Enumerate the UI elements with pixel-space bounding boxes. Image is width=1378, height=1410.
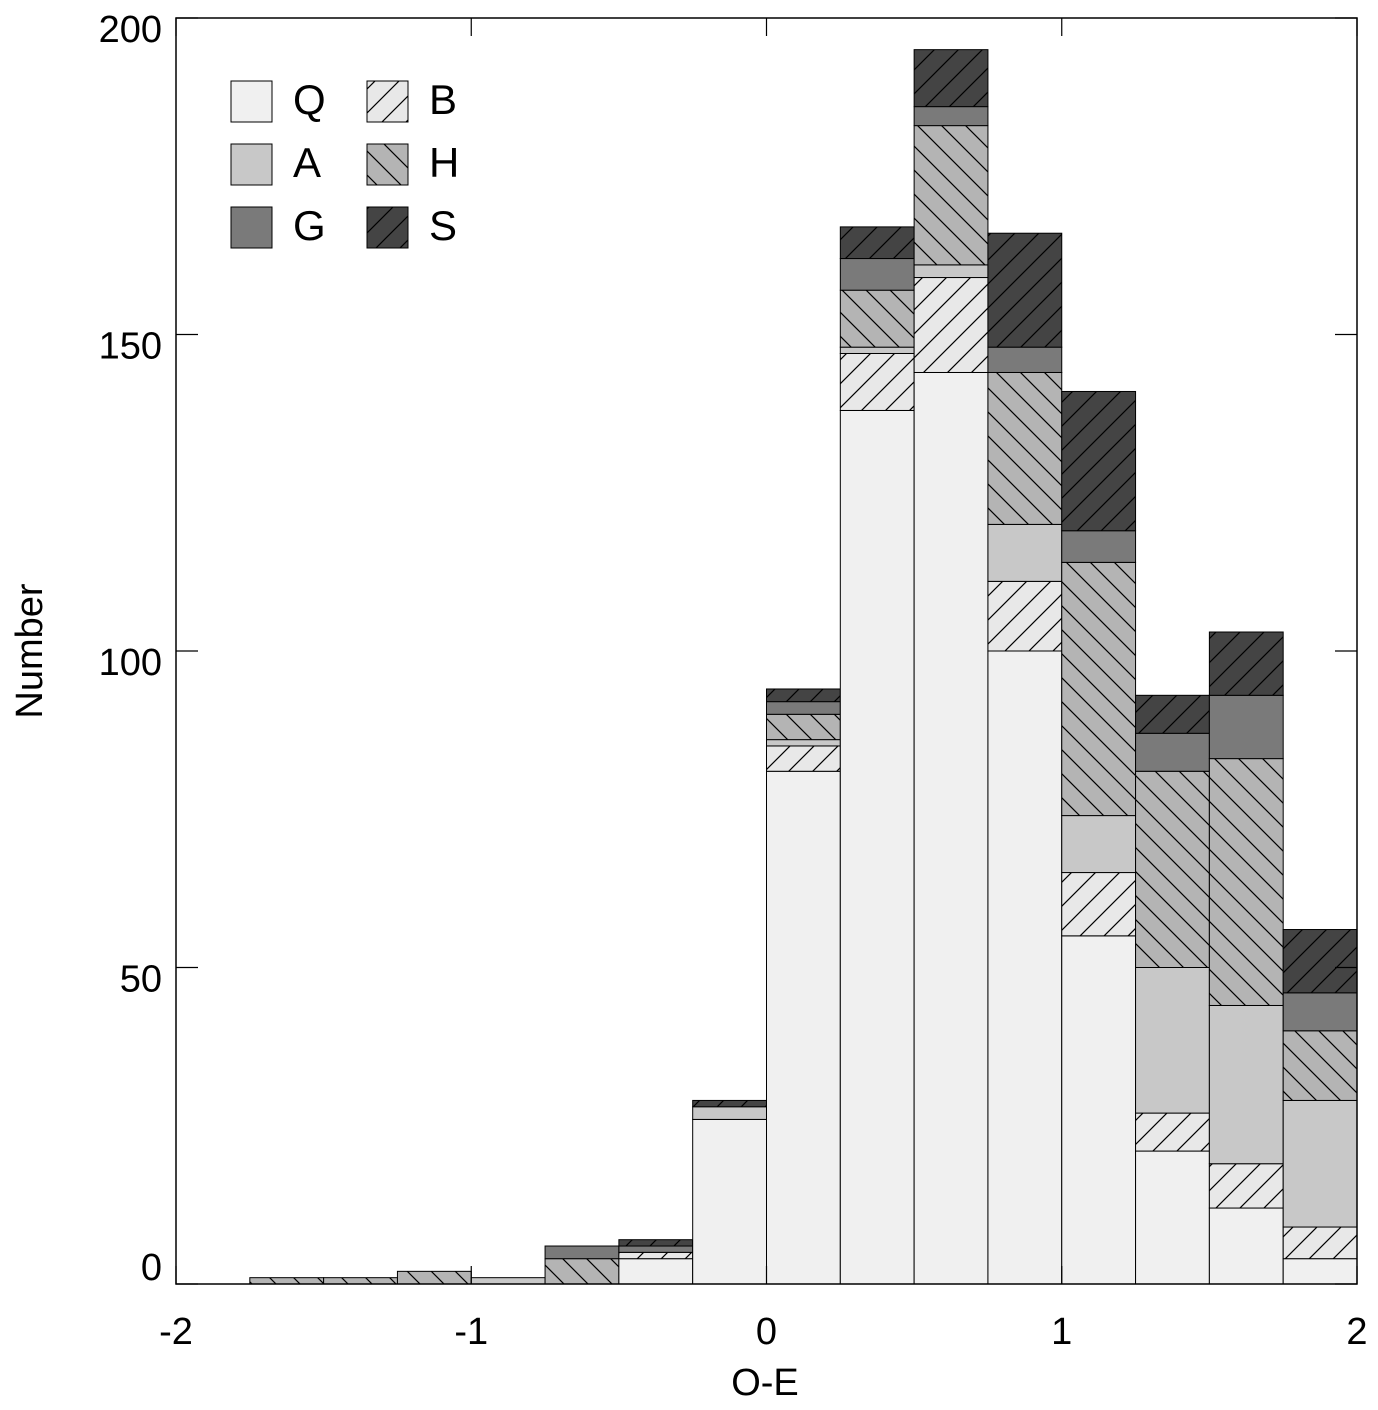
y-axis-label: Number [9,583,51,718]
y-tick-label: 150 [99,326,162,368]
legend-label: H [429,139,459,186]
bar-segment [766,688,841,703]
legend-label: B [429,76,457,123]
bar-segment [1208,631,1284,696]
bar-segment [1135,967,1210,1114]
bar-segment [1282,1258,1358,1285]
bar-segment [692,1106,767,1120]
bar-segment [839,346,915,354]
legend-label: Q [293,76,326,123]
legend-swatch [230,80,273,123]
bar-segment [1135,732,1210,772]
bar-segment [766,739,841,747]
bar-segment [1208,694,1284,760]
bar-segment [766,770,841,1285]
bar-segment [839,289,915,348]
bar-segment [1135,1150,1210,1285]
bar-segment [618,1251,694,1260]
bar-segment [913,49,989,108]
bar-segment [766,701,841,715]
bar-segment [987,232,1063,348]
x-tick-label: 1 [1051,1311,1072,1353]
bar-segment [913,371,989,1285]
bar-segment [1061,530,1137,563]
bar-segment [1282,1226,1358,1260]
bar-segment [913,264,989,279]
bar-segment [1208,1004,1284,1165]
bar-segment [1208,1207,1284,1285]
bar-segment [1061,935,1137,1285]
legend-label: G [293,202,326,249]
bar-segment [766,745,841,772]
bar-segment [618,1239,694,1247]
bar-segment [1208,1163,1284,1209]
bar-segment [1282,1099,1358,1228]
y-tick-label: 100 [99,642,162,684]
bar-segment [692,1118,767,1285]
bar-segment [1135,1112,1210,1152]
legend-swatch [366,143,409,186]
legend-label: S [429,202,457,249]
legend-swatch [230,206,273,249]
bar-segment [839,352,915,411]
x-tick-label: -2 [159,1311,193,1353]
bar-segment [1208,758,1284,1006]
bar-segment [544,1245,620,1260]
x-tick-label: 0 [756,1311,777,1353]
bar-segment [323,1277,398,1285]
y-tick-label: 200 [99,9,162,51]
legend-swatch [366,80,409,123]
bar-segment [839,409,915,1285]
x-tick-label: 2 [1346,1311,1367,1353]
bar-segment [396,1270,472,1285]
x-axis-label: O-E [731,1362,799,1404]
bar-segment [470,1277,546,1285]
bar-segment [913,106,989,127]
bar-segment [1061,815,1137,874]
bar-segment [987,523,1063,582]
bar-segment [913,125,989,266]
bar-segment [913,277,989,373]
bar-segment [1061,390,1137,532]
legend-label: A [293,139,321,186]
bar-segment [692,1099,767,1108]
bar-segment [1061,561,1137,817]
bar-segment [544,1258,620,1285]
y-tick-label: 50 [120,959,162,1001]
bar-segment [1282,929,1358,994]
bar-segment [987,650,1063,1285]
bar-segment [1282,992,1358,1032]
y-tick-label: 0 [141,1247,162,1289]
bar-segment [1135,770,1210,969]
bar-segment [618,1258,694,1285]
bar-segment [839,258,915,291]
bar-segment [987,580,1063,652]
bar-segment [1282,1030,1358,1101]
bar-segment [987,346,1063,373]
bar-segment [618,1245,694,1253]
bar-segment [987,371,1063,525]
bar-segment [1061,872,1137,937]
bar-segment [839,226,915,260]
bar-segment [766,713,841,741]
legend-swatch [366,206,409,249]
x-tick-label: -1 [454,1311,488,1353]
bar-segment [1135,694,1210,734]
legend-swatch [230,143,273,186]
bar-segment [249,1277,325,1285]
